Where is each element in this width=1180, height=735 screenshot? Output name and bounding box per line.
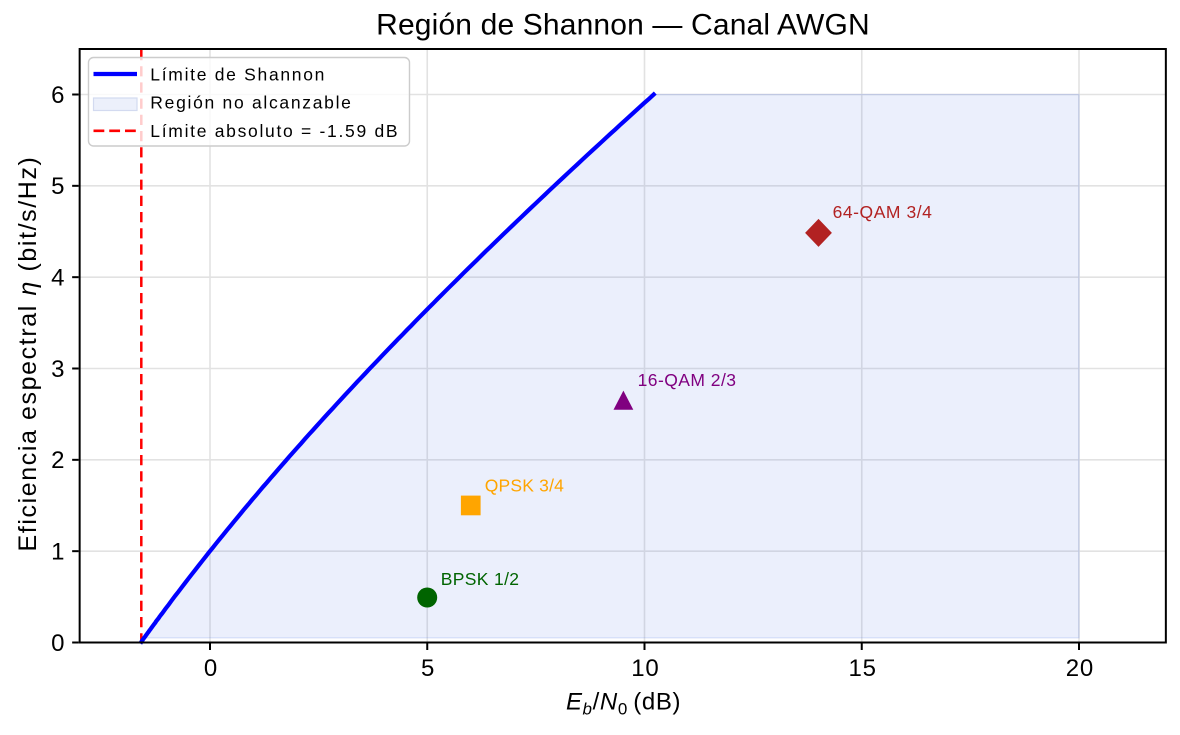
svg-text:16-QAM 2/3: 16-QAM 2/3 [638,370,737,390]
svg-text:Límite absoluto = -1.59 dB: Límite absoluto = -1.59 dB [150,121,399,141]
svg-text:20: 20 [1066,655,1094,682]
svg-text:10: 10 [631,655,659,682]
svg-text:1: 1 [51,538,64,565]
svg-text:3: 3 [51,356,64,383]
svg-text:6: 6 [51,82,64,109]
svg-text:0: 0 [51,630,64,657]
svg-text:BPSK 1/2: BPSK 1/2 [441,569,520,589]
svg-text:15: 15 [848,655,876,682]
svg-text:Eb/N0 (dB): Eb/N0 (dB) [566,689,681,719]
svg-text:4: 4 [51,264,64,291]
svg-text:5: 5 [51,173,64,200]
svg-text:5: 5 [421,655,435,682]
svg-text:QPSK 3/4: QPSK 3/4 [485,476,564,496]
svg-text:64-QAM 3/4: 64-QAM 3/4 [833,202,933,222]
svg-text:Región no alcanzable: Región no alcanzable [150,93,352,113]
svg-text:Región de Shannon — Canal AWGN: Región de Shannon — Canal AWGN [376,9,870,42]
svg-text:0: 0 [204,655,218,682]
svg-text:Límite de Shannon: Límite de Shannon [150,64,326,84]
svg-text:Eficiencia espectral η (bit/s/: Eficiencia espectral η (bit/s/Hz) [14,156,42,552]
svg-text:2: 2 [51,447,64,474]
